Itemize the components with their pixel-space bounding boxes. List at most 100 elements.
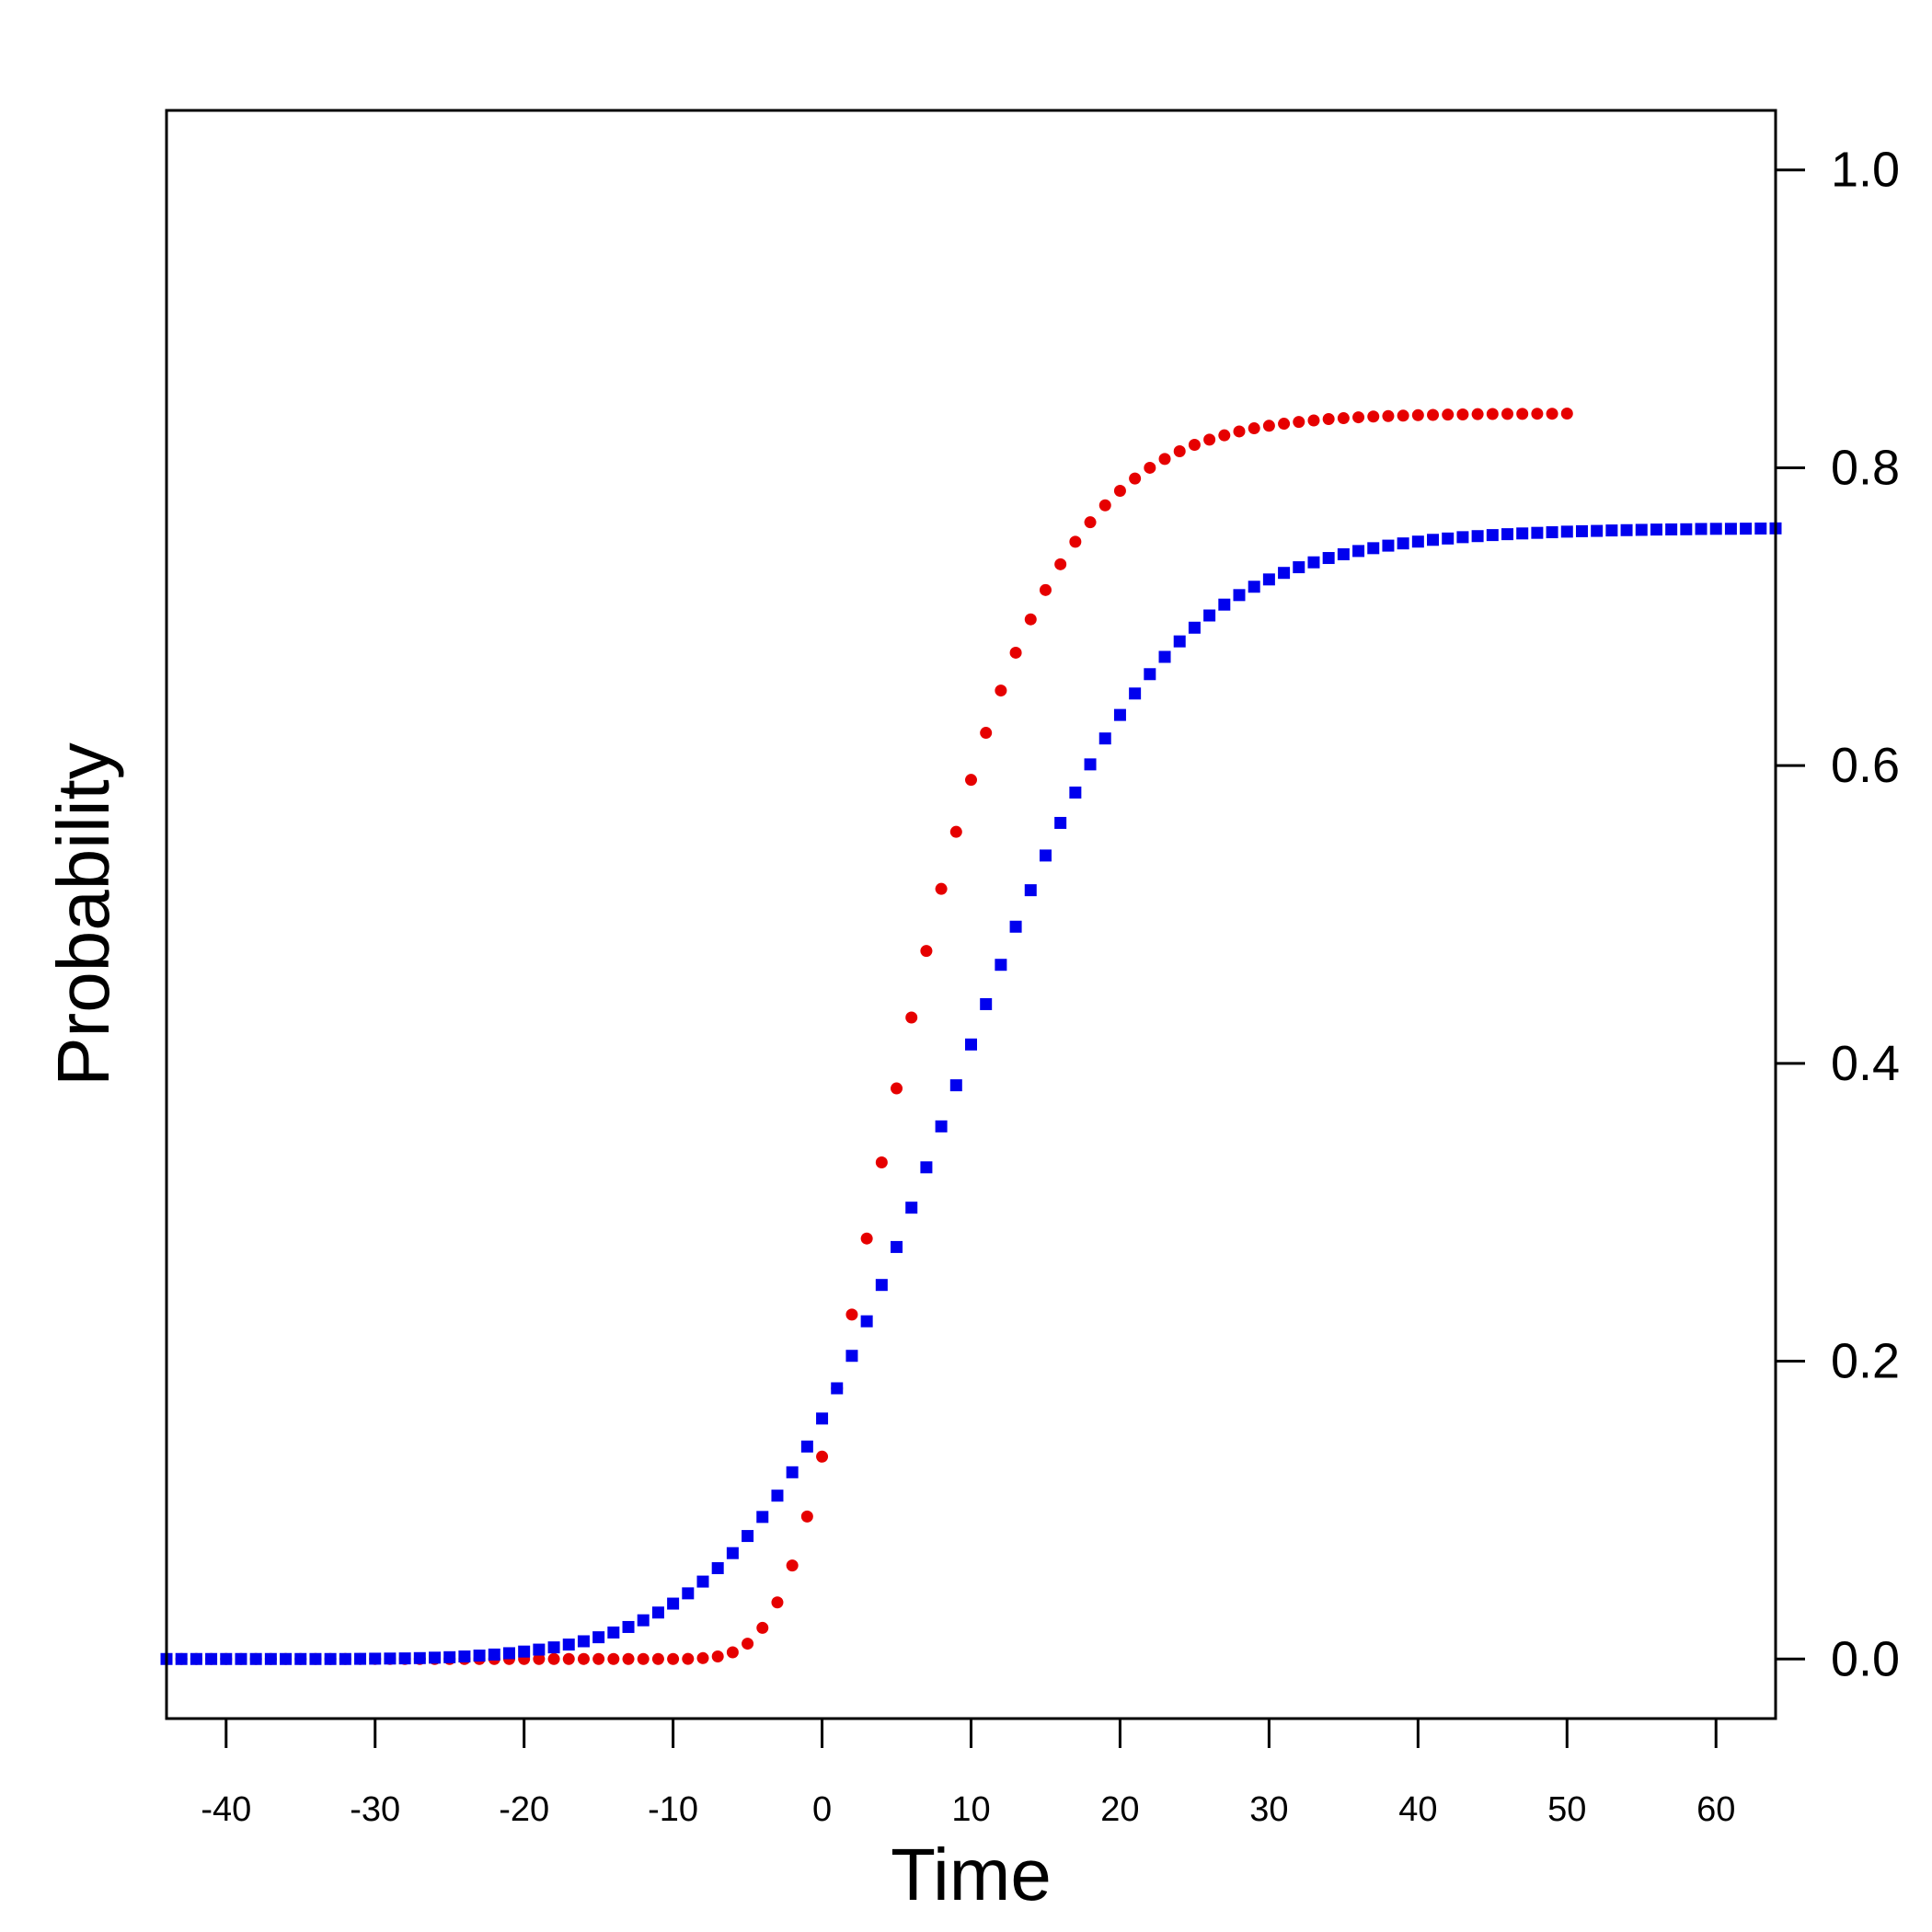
blue-point [1650, 523, 1662, 536]
red-point [1546, 408, 1558, 420]
red-point [845, 1308, 858, 1321]
x-tick-label: 10 [951, 1790, 990, 1829]
blue-point [473, 1650, 486, 1662]
red-point [756, 1621, 769, 1634]
red-point [592, 1652, 605, 1665]
red-point [696, 1651, 709, 1664]
x-tick-label: -30 [350, 1790, 400, 1829]
blue-point [1218, 598, 1231, 611]
blue-point [831, 1382, 844, 1395]
blue-point [1575, 524, 1588, 537]
red-point [1218, 429, 1231, 442]
blue-point [1695, 523, 1708, 535]
red-point [891, 1082, 903, 1095]
red-point [1129, 472, 1142, 485]
blue-point [1591, 524, 1604, 537]
blue-point [1129, 687, 1142, 700]
blue-point [935, 1120, 948, 1133]
red-point [1531, 408, 1544, 420]
blue-point [1293, 561, 1305, 574]
blue-point [264, 1652, 277, 1665]
red-point [651, 1652, 664, 1665]
blue-point [1262, 573, 1275, 586]
x-axis-title: Time [891, 1834, 1052, 1915]
blue-point [533, 1643, 546, 1656]
blue-point [1442, 532, 1455, 545]
red-point [667, 1652, 680, 1665]
blue-point [920, 1161, 933, 1174]
blue-point [205, 1652, 218, 1665]
blue-point [860, 1315, 873, 1328]
blue-point [651, 1606, 664, 1619]
blue-point [1084, 758, 1097, 771]
blue-point [726, 1547, 739, 1559]
blue-point [1471, 530, 1484, 543]
blue-point [190, 1652, 202, 1665]
y-tick-label: 0.2 [1831, 1334, 1900, 1389]
blue-point [249, 1652, 262, 1665]
blue-point [339, 1652, 351, 1665]
x-axis: -40 -30 -20 -10 0 10 20 30 40 50 60 [201, 1719, 1735, 1829]
blue-point [502, 1647, 515, 1660]
blue-point [816, 1412, 829, 1425]
red-point [1442, 408, 1455, 421]
red-point [875, 1156, 888, 1168]
blue-point [413, 1651, 426, 1664]
blue-point [949, 1079, 962, 1092]
blue-point [845, 1350, 858, 1363]
blue-point [429, 1651, 441, 1664]
x-tick-label: 40 [1398, 1790, 1437, 1829]
y-tick-label: 0.4 [1831, 1036, 1900, 1091]
red-point [816, 1450, 829, 1463]
blue-point [891, 1240, 903, 1253]
blue-series [160, 522, 1782, 1665]
red-point [1024, 613, 1037, 626]
red-point [577, 1652, 590, 1665]
blue-point [682, 1587, 695, 1600]
red-point [1382, 409, 1395, 422]
red-point [1144, 461, 1156, 474]
blue-point [1367, 542, 1380, 555]
red-point [1352, 411, 1365, 424]
blue-point [235, 1652, 247, 1665]
red-point [980, 727, 993, 740]
red-point [1069, 535, 1082, 548]
blue-point [294, 1652, 307, 1665]
blue-point [1039, 849, 1052, 862]
blue-point [1158, 650, 1171, 663]
blue-point [1009, 920, 1022, 933]
blue-point [1144, 668, 1156, 681]
blue-point [786, 1466, 799, 1478]
blue-point [1531, 526, 1544, 539]
blue-point [1411, 535, 1424, 548]
red-point [771, 1596, 784, 1609]
blue-point [800, 1440, 813, 1453]
blue-point [995, 959, 1007, 972]
blue-point [280, 1652, 293, 1665]
red-point [711, 1650, 724, 1663]
blue-point [309, 1652, 322, 1665]
blue-point [1427, 534, 1440, 546]
red-point [1188, 439, 1201, 452]
red-point [1501, 408, 1513, 420]
red-point [637, 1652, 650, 1665]
red-point [1262, 420, 1275, 432]
blue-point [547, 1641, 560, 1654]
blue-point [756, 1511, 769, 1524]
blue-point [905, 1202, 918, 1214]
blue-point [1278, 567, 1291, 580]
blue-point [518, 1645, 531, 1658]
blue-point [1233, 589, 1246, 602]
red-point [1054, 558, 1067, 570]
x-tick-label: 60 [1696, 1790, 1735, 1829]
red-point [1098, 499, 1111, 512]
blue-point [1069, 786, 1082, 799]
blue-point [1203, 609, 1216, 622]
y-tick-label: 0.6 [1831, 738, 1900, 793]
blue-point [324, 1652, 337, 1665]
red-point [742, 1638, 754, 1650]
red-point [1486, 408, 1499, 420]
blue-point [577, 1635, 590, 1648]
x-tick-label: 50 [1547, 1790, 1586, 1829]
